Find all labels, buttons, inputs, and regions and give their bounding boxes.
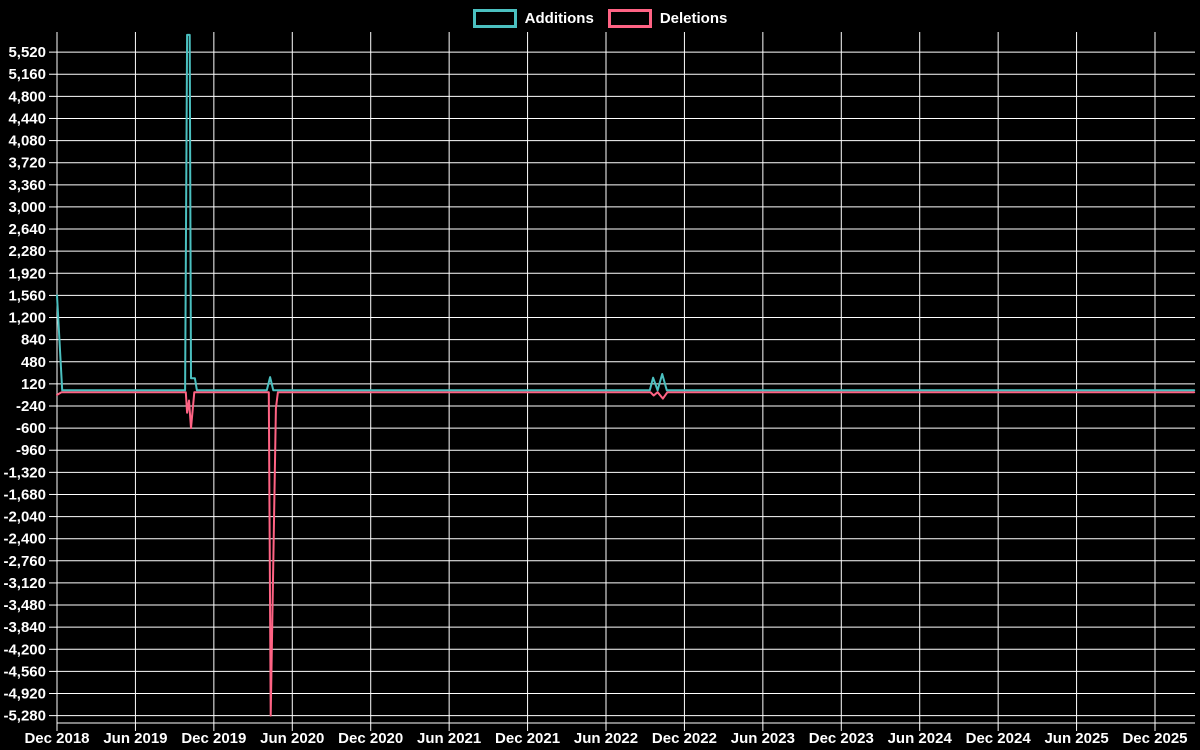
- y-tick-label: 4,080: [8, 133, 46, 150]
- y-tick-label: 4,800: [8, 88, 46, 105]
- y-tick-label: 4,440: [8, 110, 46, 127]
- y-tick-label: -1,320: [3, 464, 46, 481]
- additions-color-swatch-icon: [472, 8, 517, 28]
- x-tick-label: Dec 2023: [809, 730, 874, 747]
- x-tick-label: Jun 2023: [731, 730, 795, 747]
- y-tick-label: 1,920: [8, 265, 46, 282]
- y-tick-label: 3,000: [8, 199, 46, 216]
- deletions-line[interactable]: [56, 391, 1196, 717]
- x-tick-label: Jun 2021: [417, 730, 481, 747]
- y-tick-label: -600: [16, 420, 46, 437]
- x-tick-label: Dec 2018: [24, 730, 89, 747]
- y-tick-label: -4,920: [3, 686, 46, 703]
- y-tick-label: -4,560: [3, 663, 46, 680]
- y-tick-label: -2,760: [3, 553, 46, 570]
- y-tick-label: -5,280: [3, 708, 46, 725]
- x-tick-label: Dec 2019: [181, 730, 246, 747]
- x-tick-label: Jun 2019: [103, 730, 167, 747]
- y-tick-label: 2,640: [8, 221, 46, 238]
- x-tick-label: Dec 2021: [495, 730, 560, 747]
- x-tick-label: Dec 2024: [966, 730, 1032, 747]
- y-tick-label: 1,200: [8, 310, 46, 327]
- additions-line[interactable]: [56, 33, 1196, 392]
- deletions-color-swatch-icon: [607, 8, 652, 28]
- y-tick-label: -960: [16, 442, 46, 459]
- y-tick-label: 3,360: [8, 177, 46, 194]
- y-tick-label: 2,280: [8, 243, 46, 260]
- x-tick-label: Jun 2020: [260, 730, 324, 747]
- y-tick-label: -240: [16, 398, 46, 415]
- x-tick-label: Jun 2025: [1044, 730, 1108, 747]
- y-tick-label: 480: [21, 354, 46, 371]
- y-tick-label: -2,040: [3, 509, 46, 526]
- y-tick-label: -4,200: [3, 641, 46, 658]
- legend-item-deletions[interactable]: Deletions: [607, 8, 728, 28]
- y-tick-label: 840: [21, 332, 46, 349]
- y-tick-label: -3,120: [3, 575, 46, 592]
- x-tick-label: Dec 2025: [1122, 730, 1187, 747]
- y-tick-label: -1,680: [3, 486, 46, 503]
- x-tick-label: Dec 2020: [338, 730, 403, 747]
- y-tick-label: -3,480: [3, 597, 46, 614]
- y-tick-label: 120: [21, 376, 46, 393]
- legend-label-deletions: Deletions: [659, 9, 728, 27]
- y-tick-label: -2,400: [3, 531, 46, 548]
- y-tick-label: 5,160: [8, 66, 46, 83]
- y-tick-label: -3,840: [3, 619, 46, 636]
- legend-item-additions[interactable]: Additions: [472, 8, 594, 28]
- y-tick-label: 1,560: [8, 287, 46, 304]
- chart-legend: Additions Deletions: [0, 6, 1200, 30]
- legend-label-additions: Additions: [524, 9, 594, 27]
- x-tick-label: Dec 2022: [652, 730, 717, 747]
- x-tick-label: Jun 2022: [574, 730, 638, 747]
- y-tick-label: 5,520: [8, 44, 46, 61]
- y-tick-label: 3,720: [8, 155, 46, 172]
- x-tick-label: Jun 2024: [888, 730, 953, 747]
